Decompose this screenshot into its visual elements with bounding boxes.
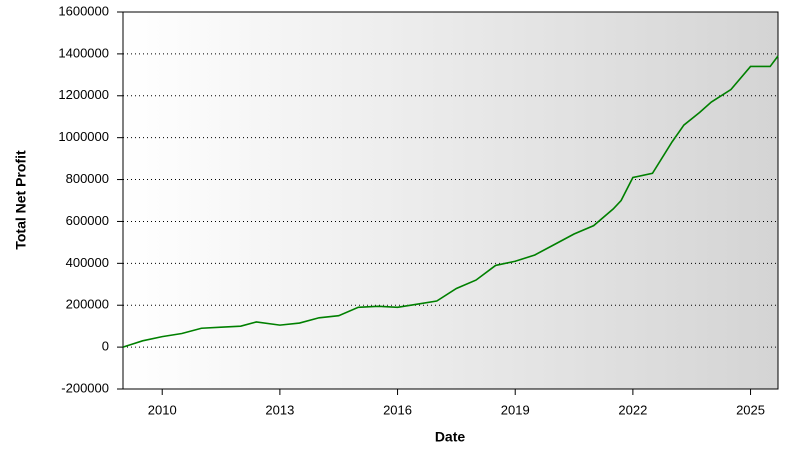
- y-axis-title: Total Net Profit: [13, 150, 29, 250]
- y-tick-label: -200000: [61, 380, 109, 395]
- y-tick-label: 1400000: [58, 45, 109, 60]
- y-tick-label: 0: [102, 339, 109, 354]
- y-tick-label: 600000: [66, 213, 109, 228]
- data-line: [122, 55, 779, 348]
- y-tick-label: 1000000: [58, 129, 109, 144]
- x-tick-label: 2010: [148, 402, 177, 417]
- x-tick-label: 2025: [736, 402, 765, 417]
- x-tick-label: 2019: [501, 402, 530, 417]
- x-tick-label: 2013: [265, 402, 294, 417]
- y-tick-label: 200000: [66, 297, 109, 312]
- y-tick-label: 400000: [66, 255, 109, 270]
- x-axis-title: Date: [435, 429, 466, 445]
- x-tick-label: 2022: [618, 402, 647, 417]
- y-tick-label: 1200000: [58, 87, 109, 102]
- y-tick-label: 1600000: [58, 3, 109, 18]
- y-tick-label: 800000: [66, 171, 109, 186]
- plot-area: [122, 11, 779, 390]
- x-tick-label: 2016: [383, 402, 412, 417]
